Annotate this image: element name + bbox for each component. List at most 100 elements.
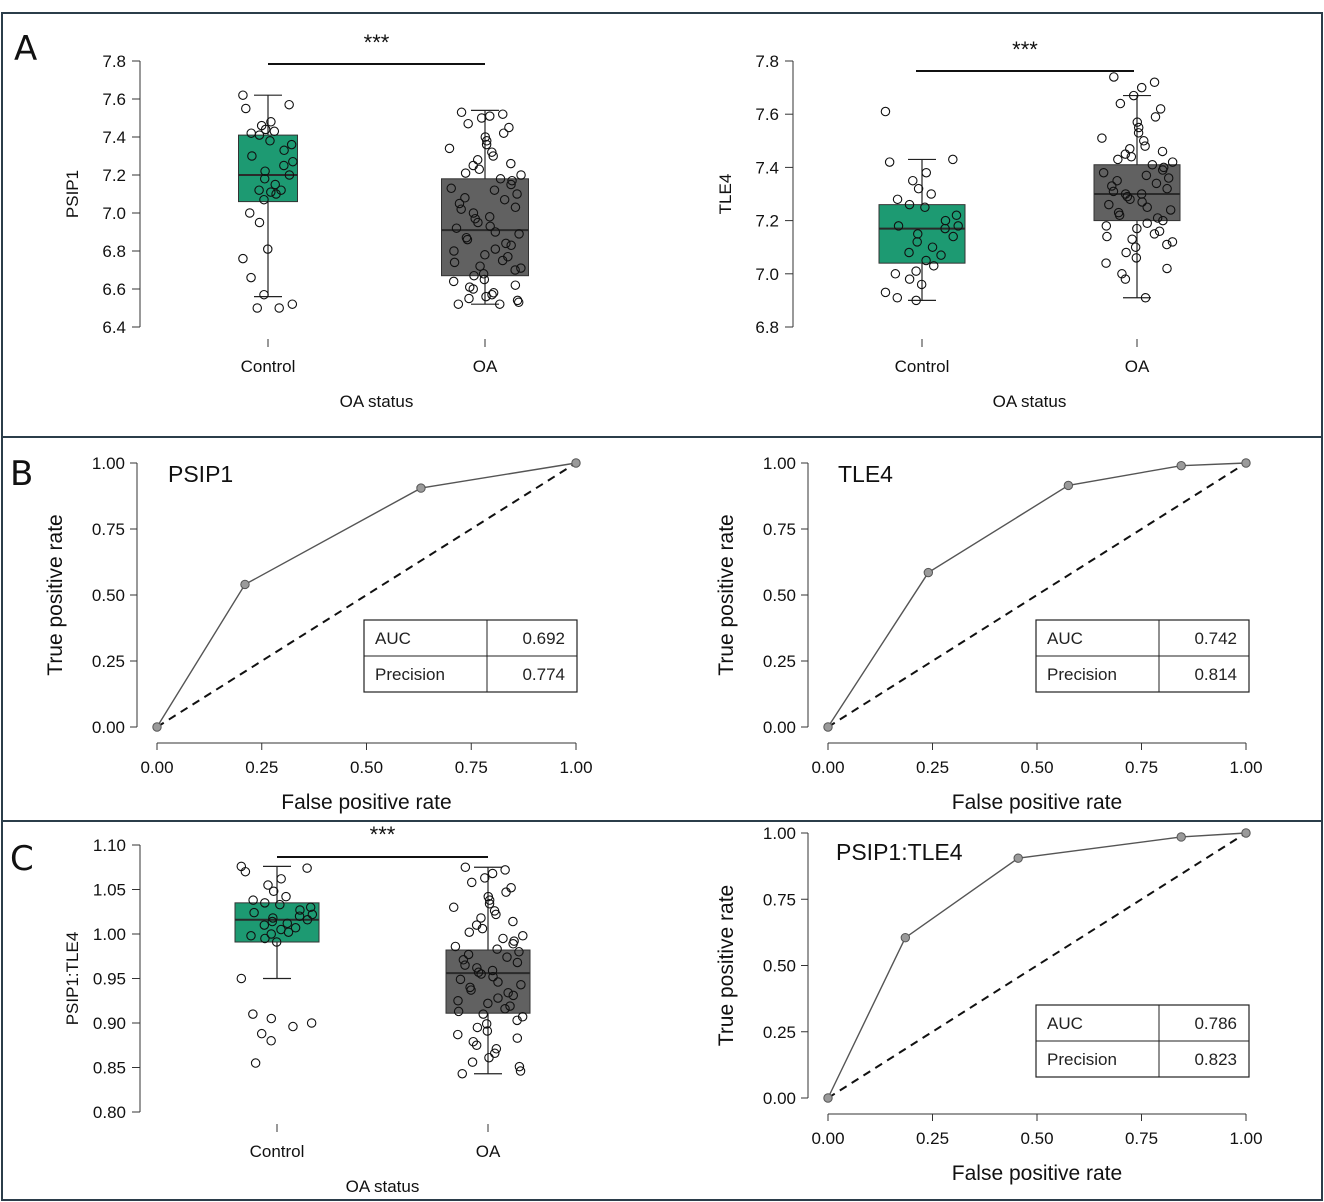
data-point: [1167, 157, 1178, 167]
x-axis-title: False positive rate: [952, 791, 1122, 814]
data-point: [1149, 77, 1160, 88]
data-point: [1101, 221, 1112, 231]
y-axis-title: True positive rate: [44, 514, 67, 675]
data-point: [488, 151, 498, 161]
data-point: [266, 1013, 277, 1024]
data-point: [256, 1028, 267, 1039]
data-point: [921, 167, 932, 178]
table-metric-label: AUC: [375, 629, 411, 648]
data-point: [472, 1022, 483, 1033]
x-tick-label: 0.75: [1125, 1129, 1158, 1148]
significance-label: ***: [364, 30, 390, 55]
x-tick-label: 0.25: [916, 1129, 949, 1148]
boxplot-tle4: 6.8 7.0 7.2 7.4 7.6 7.8 TLE4 *** Control OA OA sta…: [716, 37, 1181, 411]
data-point: [260, 898, 270, 908]
y-tick-label: 6.4: [102, 318, 126, 337]
data-point: [929, 261, 939, 271]
data-point: [1126, 152, 1137, 162]
data-point: [254, 130, 265, 140]
y-tick-label: 7.4: [102, 128, 126, 147]
data-point: [458, 955, 469, 965]
x-tick-label: OA: [1125, 357, 1150, 376]
data-point: [1098, 167, 1109, 178]
x-tick-label: 0.50: [350, 758, 383, 777]
y-tick-label: 6.8: [102, 242, 126, 261]
data-point: [487, 289, 497, 300]
data-point: [1150, 112, 1161, 122]
data-point: [485, 111, 495, 121]
data-point: [478, 269, 489, 279]
data-point: [916, 279, 927, 290]
table-metric-label: AUC: [1047, 629, 1083, 648]
data-point: [267, 916, 278, 927]
data-point: [920, 202, 930, 213]
data-point: [516, 170, 526, 180]
data-point: [510, 265, 520, 275]
data-point: [266, 929, 276, 939]
data-point: [254, 185, 264, 195]
x-axis-title: False positive rate: [281, 791, 451, 814]
data-point: [516, 263, 526, 273]
data-point: [948, 154, 958, 165]
roc-point: [240, 579, 250, 590]
data-point: [460, 960, 470, 970]
data-point: [462, 234, 473, 245]
box-oa: [445, 949, 531, 1014]
data-point: [503, 987, 513, 998]
data-point: [473, 217, 483, 228]
data-point: [302, 915, 313, 925]
data-point: [1115, 98, 1126, 109]
data-point: [1165, 205, 1176, 215]
data-point: [1114, 210, 1125, 221]
data-point: [275, 899, 285, 910]
data-point: [472, 963, 482, 973]
data-point: [271, 189, 281, 199]
data-point: [1140, 292, 1151, 303]
x-tick-label: 0.25: [245, 758, 278, 777]
data-point: [482, 1026, 493, 1036]
roc-title: PSIP1: [168, 461, 233, 487]
data-point: [252, 303, 263, 313]
data-point: [510, 280, 521, 290]
data-point: [499, 194, 510, 205]
data-point: [489, 185, 500, 195]
y-tick-label: 7.8: [102, 52, 126, 71]
data-point: [259, 289, 269, 300]
data-point: [269, 126, 280, 137]
table-metric-label: AUC: [1047, 1014, 1083, 1033]
x-tick-label: 0.50: [1020, 1129, 1053, 1148]
data-point: [283, 927, 294, 937]
y-axis-title: True positive rate: [715, 885, 738, 1046]
x-tick-label: Control: [250, 1142, 305, 1161]
data-point: [244, 208, 255, 218]
roc-ratio: 0.00 0.25 0.50 0.75 1.00 0.00 0.25 0.50 0.75 1.00…: [715, 824, 1263, 1185]
data-point: [1155, 104, 1166, 114]
data-point: [1149, 229, 1160, 239]
reference-diagonal: [827, 462, 1247, 728]
x-tick-label: OA: [476, 1142, 501, 1161]
roc-point: [823, 1093, 833, 1103]
y-tick-label: 0.25: [763, 652, 796, 671]
roc-point: [823, 722, 833, 732]
panel-label-b: B: [10, 454, 33, 494]
data-point: [911, 295, 921, 306]
data-point: [936, 250, 946, 260]
data-point: [492, 944, 502, 954]
data-point: [236, 973, 247, 984]
data-point: [248, 1009, 258, 1019]
data-point: [514, 1061, 525, 1072]
data-point: [1158, 215, 1168, 226]
y-tick-label: 6.8: [755, 318, 779, 337]
roc-curve: [156, 462, 577, 728]
data-point: [444, 143, 455, 154]
data-point: [498, 109, 508, 119]
data-point: [1109, 72, 1119, 82]
data-point: [302, 863, 312, 873]
data-point: [1132, 117, 1143, 127]
box-control: [234, 902, 320, 943]
data-point: [892, 194, 903, 205]
data-point: [1132, 223, 1142, 234]
data-point: [913, 183, 924, 194]
data-point: [1157, 146, 1168, 157]
data-point: [488, 288, 499, 298]
